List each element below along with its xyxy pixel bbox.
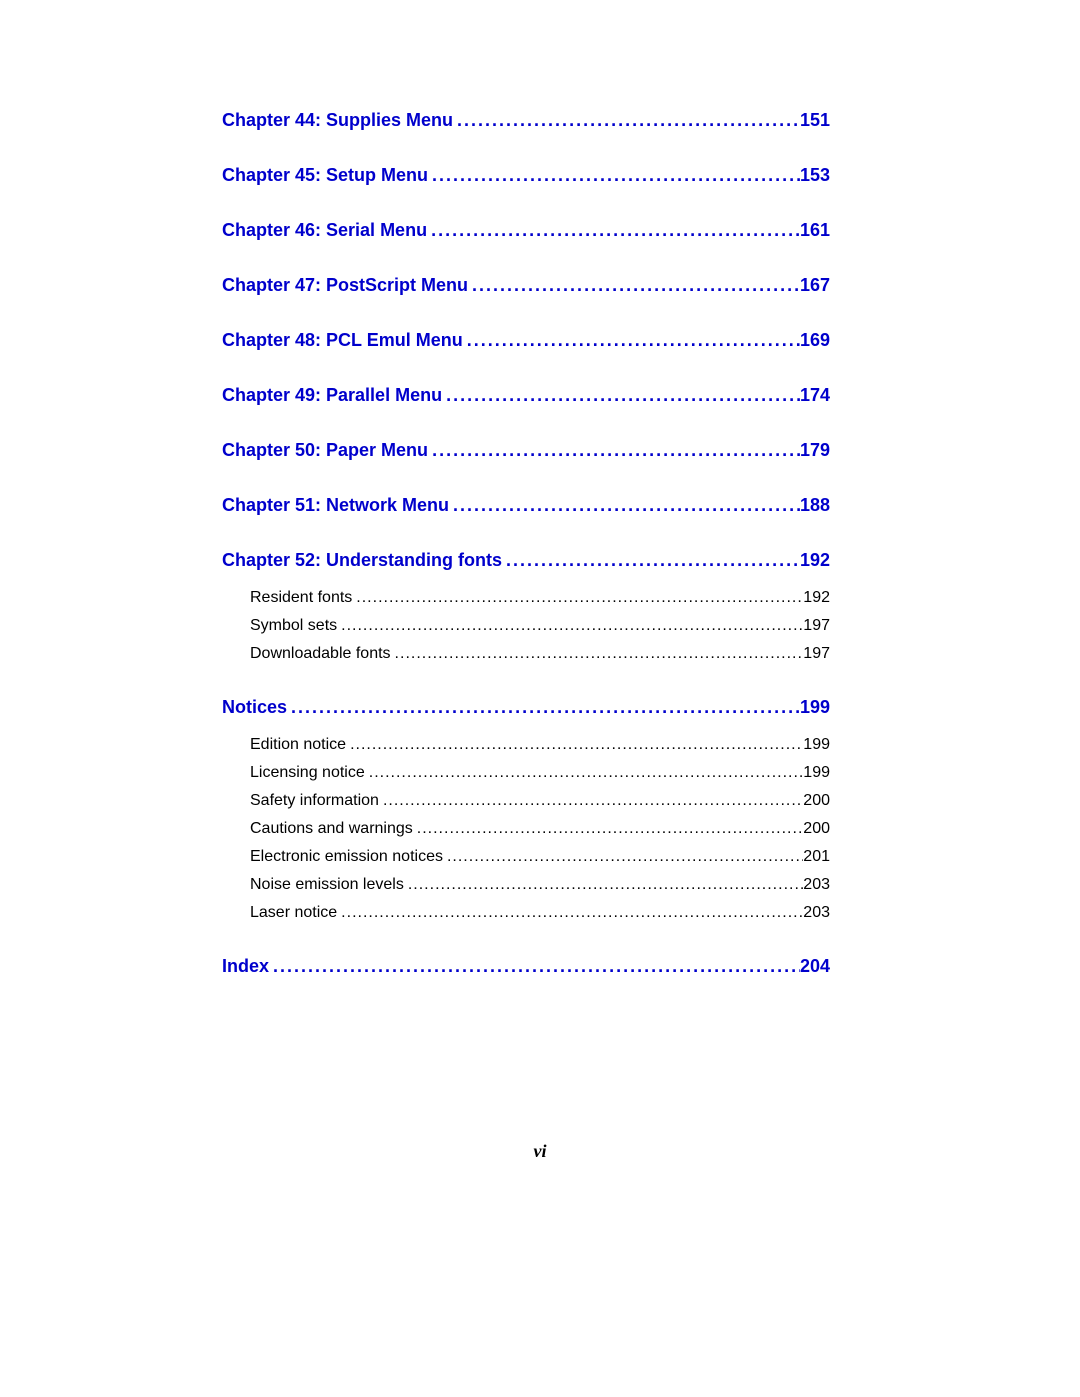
toc-leader-dots: ........................................… xyxy=(449,495,800,516)
toc-chapter-page: 192 xyxy=(800,550,830,571)
toc-leader-dots: ........................................… xyxy=(287,697,800,718)
toc-sub-page: 203 xyxy=(803,876,830,894)
toc-chapter-page: 167 xyxy=(800,275,830,296)
toc-leader-dots: ........................................… xyxy=(502,550,800,571)
toc-chapter-entry[interactable]: Chapter 50: Paper Menu .................… xyxy=(222,440,830,461)
toc-chapter-entry[interactable]: Notices ................................… xyxy=(222,697,830,718)
toc-leader-dots: ........................................… xyxy=(443,848,803,866)
toc-leader-dots: ........................................… xyxy=(337,904,803,922)
toc-leader-dots: ........................................… xyxy=(365,764,804,782)
toc-chapter-entry[interactable]: Index ..................................… xyxy=(222,956,830,977)
toc-chapter-label: Chapter 51: Network Menu xyxy=(222,495,449,516)
toc-sub-label: Electronic emission notices xyxy=(250,848,443,866)
toc-sub-page: 200 xyxy=(803,820,830,838)
toc-chapter-label: Chapter 45: Setup Menu xyxy=(222,165,428,186)
toc-sub-page: 192 xyxy=(803,589,830,607)
toc-chapter-page: 204 xyxy=(800,956,830,977)
toc-leader-dots: ........................................… xyxy=(453,110,800,131)
toc-sub-entry[interactable]: Edition notice .........................… xyxy=(222,736,830,754)
toc-chapter-entry[interactable]: Chapter 48: PCL Emul Menu ..............… xyxy=(222,330,830,351)
toc-sub-block: Edition notice .........................… xyxy=(222,736,830,922)
toc-chapter-entry[interactable]: Chapter 44: Supplies Menu ..............… xyxy=(222,110,830,131)
toc-sub-label: Licensing notice xyxy=(250,764,365,782)
toc-leader-dots: ........................................… xyxy=(352,589,803,607)
toc-leader-dots: ........................................… xyxy=(379,792,803,810)
toc-leader-dots: ........................................… xyxy=(463,330,800,351)
toc-chapter-entry[interactable]: Chapter 52: Understanding fonts ........… xyxy=(222,550,830,571)
toc-chapter-page: 174 xyxy=(800,385,830,406)
toc-leader-dots: ........................................… xyxy=(442,385,800,406)
toc-sub-label: Laser notice xyxy=(250,904,337,922)
toc-chapter-entry[interactable]: Chapter 47: PostScript Menu ............… xyxy=(222,275,830,296)
toc-leader-dots: ........................................… xyxy=(269,956,800,977)
toc-sub-entry[interactable]: Electronic emission notices ............… xyxy=(222,848,830,866)
toc-leader-dots: ........................................… xyxy=(404,876,803,894)
toc-chapter-label: Chapter 50: Paper Menu xyxy=(222,440,428,461)
toc-sub-entry[interactable]: Safety information .....................… xyxy=(222,792,830,810)
page-number: vi xyxy=(0,1141,1080,1162)
toc-leader-dots: ........................................… xyxy=(337,617,803,635)
toc-chapter-page: 169 xyxy=(800,330,830,351)
toc-chapter-label: Chapter 48: PCL Emul Menu xyxy=(222,330,463,351)
toc-sub-page: 197 xyxy=(803,645,830,663)
toc-sub-page: 199 xyxy=(803,764,830,782)
toc-sub-label: Symbol sets xyxy=(250,617,337,635)
toc-leader-dots: ........................................… xyxy=(427,220,800,241)
toc-chapter-label: Chapter 44: Supplies Menu xyxy=(222,110,453,131)
toc-sub-entry[interactable]: Cautions and warnings ..................… xyxy=(222,820,830,838)
toc-sub-entry[interactable]: Downloadable fonts .....................… xyxy=(222,645,830,663)
toc-sub-label: Cautions and warnings xyxy=(250,820,413,838)
document-page: Chapter 44: Supplies Menu ..............… xyxy=(0,0,1080,1397)
toc-sub-page: 199 xyxy=(803,736,830,754)
toc-chapter-label: Chapter 49: Parallel Menu xyxy=(222,385,442,406)
toc-sub-entry[interactable]: Noise emission levels ..................… xyxy=(222,876,830,894)
toc-sub-label: Noise emission levels xyxy=(250,876,404,894)
toc-chapter-label: Index xyxy=(222,956,269,977)
toc-chapter-label: Chapter 47: PostScript Menu xyxy=(222,275,468,296)
toc-sub-label: Edition notice xyxy=(250,736,346,754)
toc-sub-entry[interactable]: Licensing notice .......................… xyxy=(222,764,830,782)
toc-leader-dots: ........................................… xyxy=(468,275,800,296)
toc-chapter-label: Chapter 52: Understanding fonts xyxy=(222,550,502,571)
toc-leader-dots: ........................................… xyxy=(391,645,804,663)
toc-chapter-entry[interactable]: Chapter 46: Serial Menu ................… xyxy=(222,220,830,241)
toc-chapter-page: 188 xyxy=(800,495,830,516)
toc-chapter-page: 151 xyxy=(800,110,830,131)
toc-chapter-page: 153 xyxy=(800,165,830,186)
toc-chapter-entry[interactable]: Chapter 51: Network Menu ...............… xyxy=(222,495,830,516)
toc-leader-dots: ........................................… xyxy=(346,736,803,754)
toc-chapter-label: Chapter 46: Serial Menu xyxy=(222,220,427,241)
toc-chapter-label: Notices xyxy=(222,697,287,718)
toc-leader-dots: ........................................… xyxy=(428,165,800,186)
toc-sub-block: Resident fonts .........................… xyxy=(222,589,830,663)
toc-sub-page: 201 xyxy=(803,848,830,866)
toc-leader-dots: ........................................… xyxy=(428,440,800,461)
toc-chapter-page: 161 xyxy=(800,220,830,241)
toc-leader-dots: ........................................… xyxy=(413,820,804,838)
toc-sub-page: 203 xyxy=(803,904,830,922)
toc-sub-label: Safety information xyxy=(250,792,379,810)
toc-sub-page: 197 xyxy=(803,617,830,635)
toc-chapter-entry[interactable]: Chapter 45: Setup Menu .................… xyxy=(222,165,830,186)
toc-sub-label: Downloadable fonts xyxy=(250,645,391,663)
toc-sub-label: Resident fonts xyxy=(250,589,352,607)
table-of-contents: Chapter 44: Supplies Menu ..............… xyxy=(222,110,830,977)
toc-sub-entry[interactable]: Laser notice ...........................… xyxy=(222,904,830,922)
toc-sub-page: 200 xyxy=(803,792,830,810)
toc-sub-entry[interactable]: Symbol sets ............................… xyxy=(222,617,830,635)
toc-sub-entry[interactable]: Resident fonts .........................… xyxy=(222,589,830,607)
toc-chapter-page: 199 xyxy=(800,697,830,718)
toc-chapter-page: 179 xyxy=(800,440,830,461)
toc-chapter-entry[interactable]: Chapter 49: Parallel Menu ..............… xyxy=(222,385,830,406)
